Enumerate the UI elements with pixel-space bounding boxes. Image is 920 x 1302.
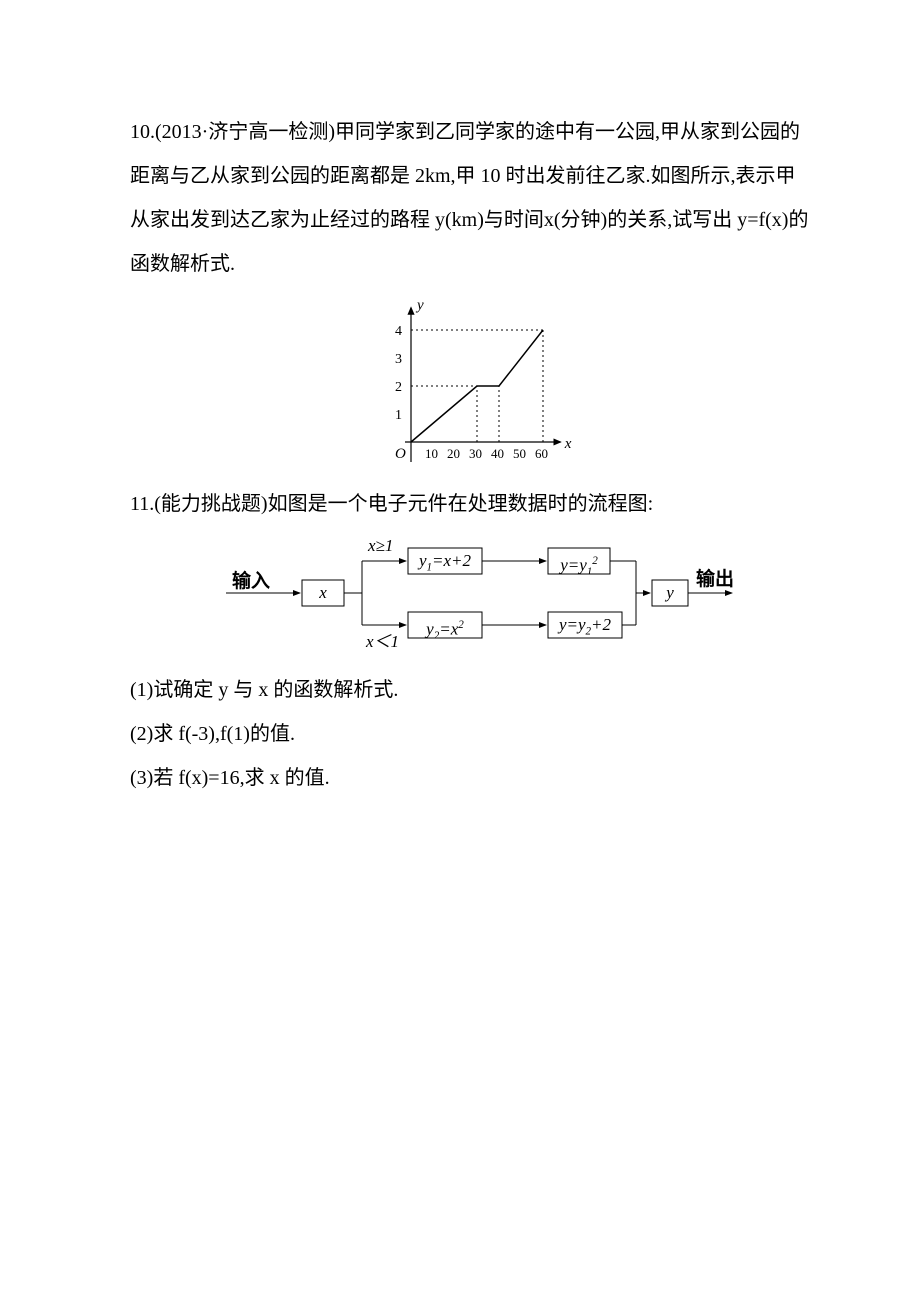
svg-text:O: O [395, 446, 406, 462]
q11-part3: (3)若 f(x)=16,求 x 的值. [130, 756, 810, 800]
svg-text:1: 1 [395, 408, 402, 423]
piecewise-chart: x y O 10 20 30 40 50 60 1 2 3 4 [365, 292, 575, 472]
svg-text:30: 30 [469, 446, 482, 461]
svg-text:x: x [318, 583, 327, 602]
svg-text:输出: 输出 [696, 567, 734, 590]
svg-text:2: 2 [395, 380, 402, 395]
svg-text:x: x [564, 436, 572, 452]
q11-part2: (2)求 f(-3),f(1)的值. [130, 712, 810, 756]
svg-text:y: y [664, 583, 674, 602]
svg-text:x＜1: x＜1 [365, 632, 399, 651]
svg-text:60: 60 [535, 446, 548, 461]
svg-text:x≥1: x≥1 [367, 536, 393, 555]
svg-text:y: y [415, 298, 424, 314]
q11-intro: 11.(能力挑战题)如图是一个电子元件在处理数据时的流程图: [130, 482, 810, 526]
svg-text:输入: 输入 [232, 569, 270, 592]
svg-text:4: 4 [395, 324, 402, 339]
flowchart: xy1=x+2y2=x2y=y12y=y2+2y输入x≥1x＜1输出 [190, 530, 750, 660]
q11-part1: (1)试确定 y 与 x 的函数解析式. [130, 668, 810, 712]
svg-text:20: 20 [447, 446, 460, 461]
q10-text: 10.(2013·济宁高一检测)甲同学家到乙同学家的途中有一公园,甲从家到公园的… [130, 110, 810, 286]
svg-text:50: 50 [513, 446, 526, 461]
svg-text:40: 40 [491, 446, 504, 461]
svg-text:3: 3 [395, 352, 402, 367]
svg-text:10: 10 [425, 446, 438, 461]
